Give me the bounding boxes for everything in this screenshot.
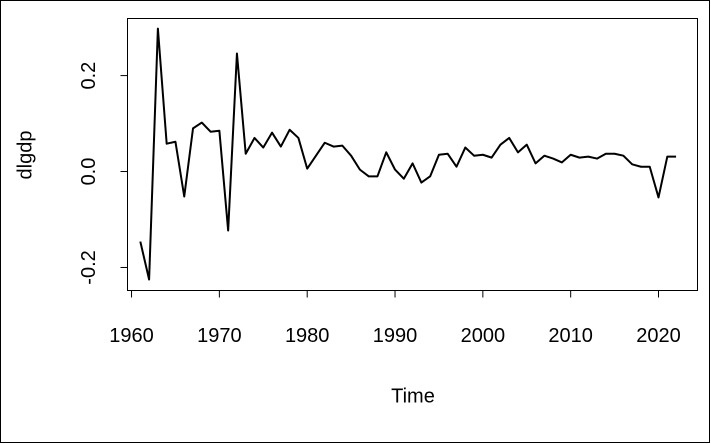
x-tick-label: 1960 <box>109 325 154 347</box>
x-tick-label: 1970 <box>197 325 242 347</box>
x-axis-label: Time <box>391 385 435 407</box>
x-tick-label: 1980 <box>285 325 330 347</box>
x-tick-label: 2000 <box>461 325 506 347</box>
x-tick-label: 2010 <box>548 325 593 347</box>
series-line <box>139 27 677 281</box>
y-tick-label: -0.2 <box>78 250 100 284</box>
x-tick-label: 2020 <box>636 325 681 347</box>
y-tick-label: 0.0 <box>78 158 100 186</box>
x-tick-label: 1990 <box>373 325 418 347</box>
y-tick-label: 0.2 <box>78 62 100 90</box>
y-axis-label: dlgdp <box>14 131 36 180</box>
